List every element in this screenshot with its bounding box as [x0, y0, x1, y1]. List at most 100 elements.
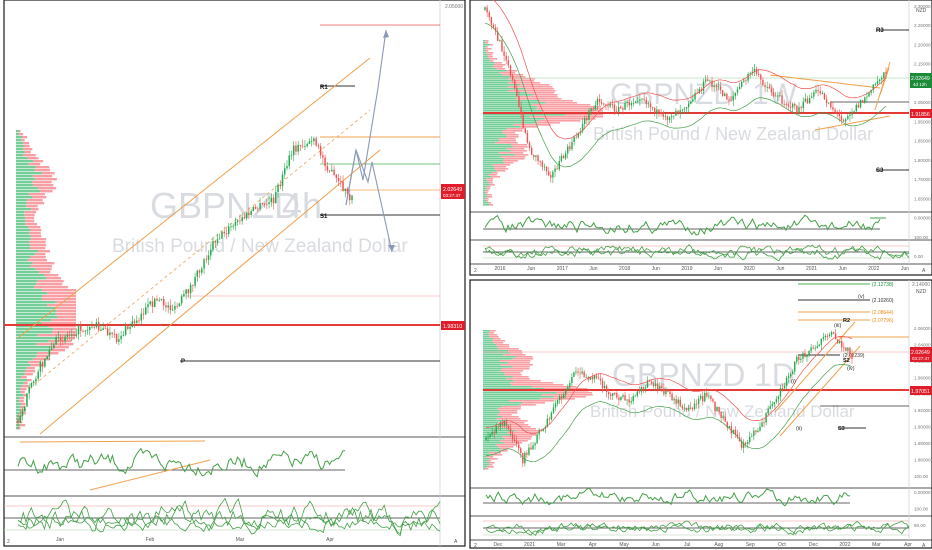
profile-bar-buy — [483, 78, 509, 80]
profile-bar-sell — [21, 403, 26, 406]
candle-body — [268, 202, 270, 205]
profile-bar-buy — [483, 438, 505, 440]
profile-bar-buy — [483, 386, 533, 388]
profile-bar-buy — [483, 448, 501, 450]
candle-body — [876, 81, 879, 85]
profile-bar-sell — [488, 202, 492, 204]
profile-bar-sell — [515, 430, 539, 432]
candle-body — [290, 155, 293, 156]
price-axis-label: 1.95000 — [914, 119, 931, 124]
candle-body — [575, 371, 577, 373]
time-axis-label: Jun — [714, 266, 722, 272]
profile-bar-buy — [16, 301, 56, 304]
profile-bar-sell — [20, 391, 25, 394]
profile-bar-sell — [508, 420, 528, 422]
candle-body — [73, 334, 75, 336]
candle-body — [140, 313, 143, 321]
profile-bar-buy — [16, 400, 20, 403]
candle-body — [628, 399, 630, 403]
candle-body — [82, 330, 84, 332]
profile-bar-buy — [16, 262, 33, 265]
profile-bar-sell — [32, 175, 53, 178]
candle-body — [335, 174, 338, 178]
profile-bar-sell — [43, 274, 59, 277]
candle-body — [796, 105, 798, 114]
profile-bar-buy — [483, 460, 488, 462]
candle-body — [507, 425, 510, 429]
profile-bar-buy — [483, 354, 504, 356]
profile-bar-buy — [16, 220, 26, 223]
profile-bar-buy — [483, 46, 487, 48]
time-axis-label: 2021 — [806, 266, 817, 272]
candle-body — [333, 169, 335, 175]
profile-bar-sell — [536, 108, 603, 110]
candle-body — [659, 385, 661, 390]
candle-body — [690, 101, 692, 104]
profile-bar-buy — [483, 154, 515, 156]
candle-body — [232, 225, 234, 227]
profile-bar-buy — [483, 132, 503, 134]
candle-body — [295, 145, 297, 152]
candle-body — [692, 99, 694, 102]
profile-bar-sell — [38, 250, 50, 253]
profile-bar-buy — [16, 358, 33, 361]
profile-bar-buy — [483, 142, 496, 144]
profile-bar-buy — [16, 361, 29, 364]
profile-bar-buy — [483, 168, 495, 170]
profile-bar-sell — [516, 98, 562, 100]
profile-bar-buy — [483, 52, 487, 54]
profile-bar-buy — [483, 458, 490, 460]
candle-body — [654, 108, 656, 115]
candle-body — [340, 181, 342, 182]
profile-bar-sell — [489, 336, 499, 338]
candle-body — [634, 101, 637, 103]
candle-body — [492, 24, 495, 28]
panel-left-4h[interactable]: GBPNZD 4h British Pound / New Zealand Do… — [3, 0, 466, 547]
profile-bar-buy — [483, 138, 500, 140]
profile-bar-sell — [25, 217, 35, 220]
profile-bar-buy — [483, 352, 510, 354]
candle-body — [198, 270, 201, 273]
candle-body — [118, 339, 120, 342]
profile-bar-buy — [483, 442, 504, 444]
candle-body — [250, 211, 252, 215]
candle-body — [605, 385, 608, 393]
candle-body — [554, 168, 556, 172]
candle-body — [23, 406, 26, 411]
candle-body — [138, 320, 140, 322]
candle-body — [830, 332, 833, 335]
profile-bar-sell — [492, 164, 511, 166]
price-axis-label: 0.00 — [914, 254, 923, 259]
profile-bar-sell — [56, 310, 76, 313]
br-fib-label-2: (2.10260) — [872, 298, 894, 304]
time-axis-label: Mar — [557, 542, 566, 548]
candle-body — [734, 429, 737, 435]
profile-bar-buy — [483, 62, 495, 64]
tr-tf-watermark: 1W — [752, 78, 798, 111]
candle-body — [702, 81, 705, 91]
candle-body — [505, 55, 507, 61]
profile-bar-sell — [565, 114, 603, 116]
candle-body — [515, 440, 518, 445]
candle-body — [721, 90, 724, 97]
profile-bar-sell — [502, 132, 515, 134]
candle-body — [538, 429, 540, 435]
candle-body — [707, 79, 709, 81]
candle-body — [77, 325, 80, 335]
profile-bar-sell — [494, 168, 509, 170]
candle-body — [518, 96, 520, 107]
profile-bar-buy — [483, 92, 527, 94]
candle-body — [28, 387, 30, 394]
profile-bar-sell — [526, 92, 555, 94]
panel-top-right-1w[interactable]: GBPNZD 1W British Pound / New Zealand Do… — [469, 0, 932, 276]
candle-body — [643, 98, 645, 100]
profile-bar-buy — [483, 166, 495, 168]
profile-bar-buy — [483, 116, 530, 118]
tr-support-tag — [910, 109, 932, 118]
panel-bottom-right-1d[interactable]: GBPNZD 1D British Pound / New Zealand Do… — [469, 279, 932, 549]
candle-body — [823, 93, 826, 100]
price-axis-label: 2.04000 — [914, 342, 931, 347]
profile-bar-buy — [483, 202, 489, 204]
profile-bar-sell — [490, 60, 494, 62]
candle-body — [503, 51, 505, 56]
